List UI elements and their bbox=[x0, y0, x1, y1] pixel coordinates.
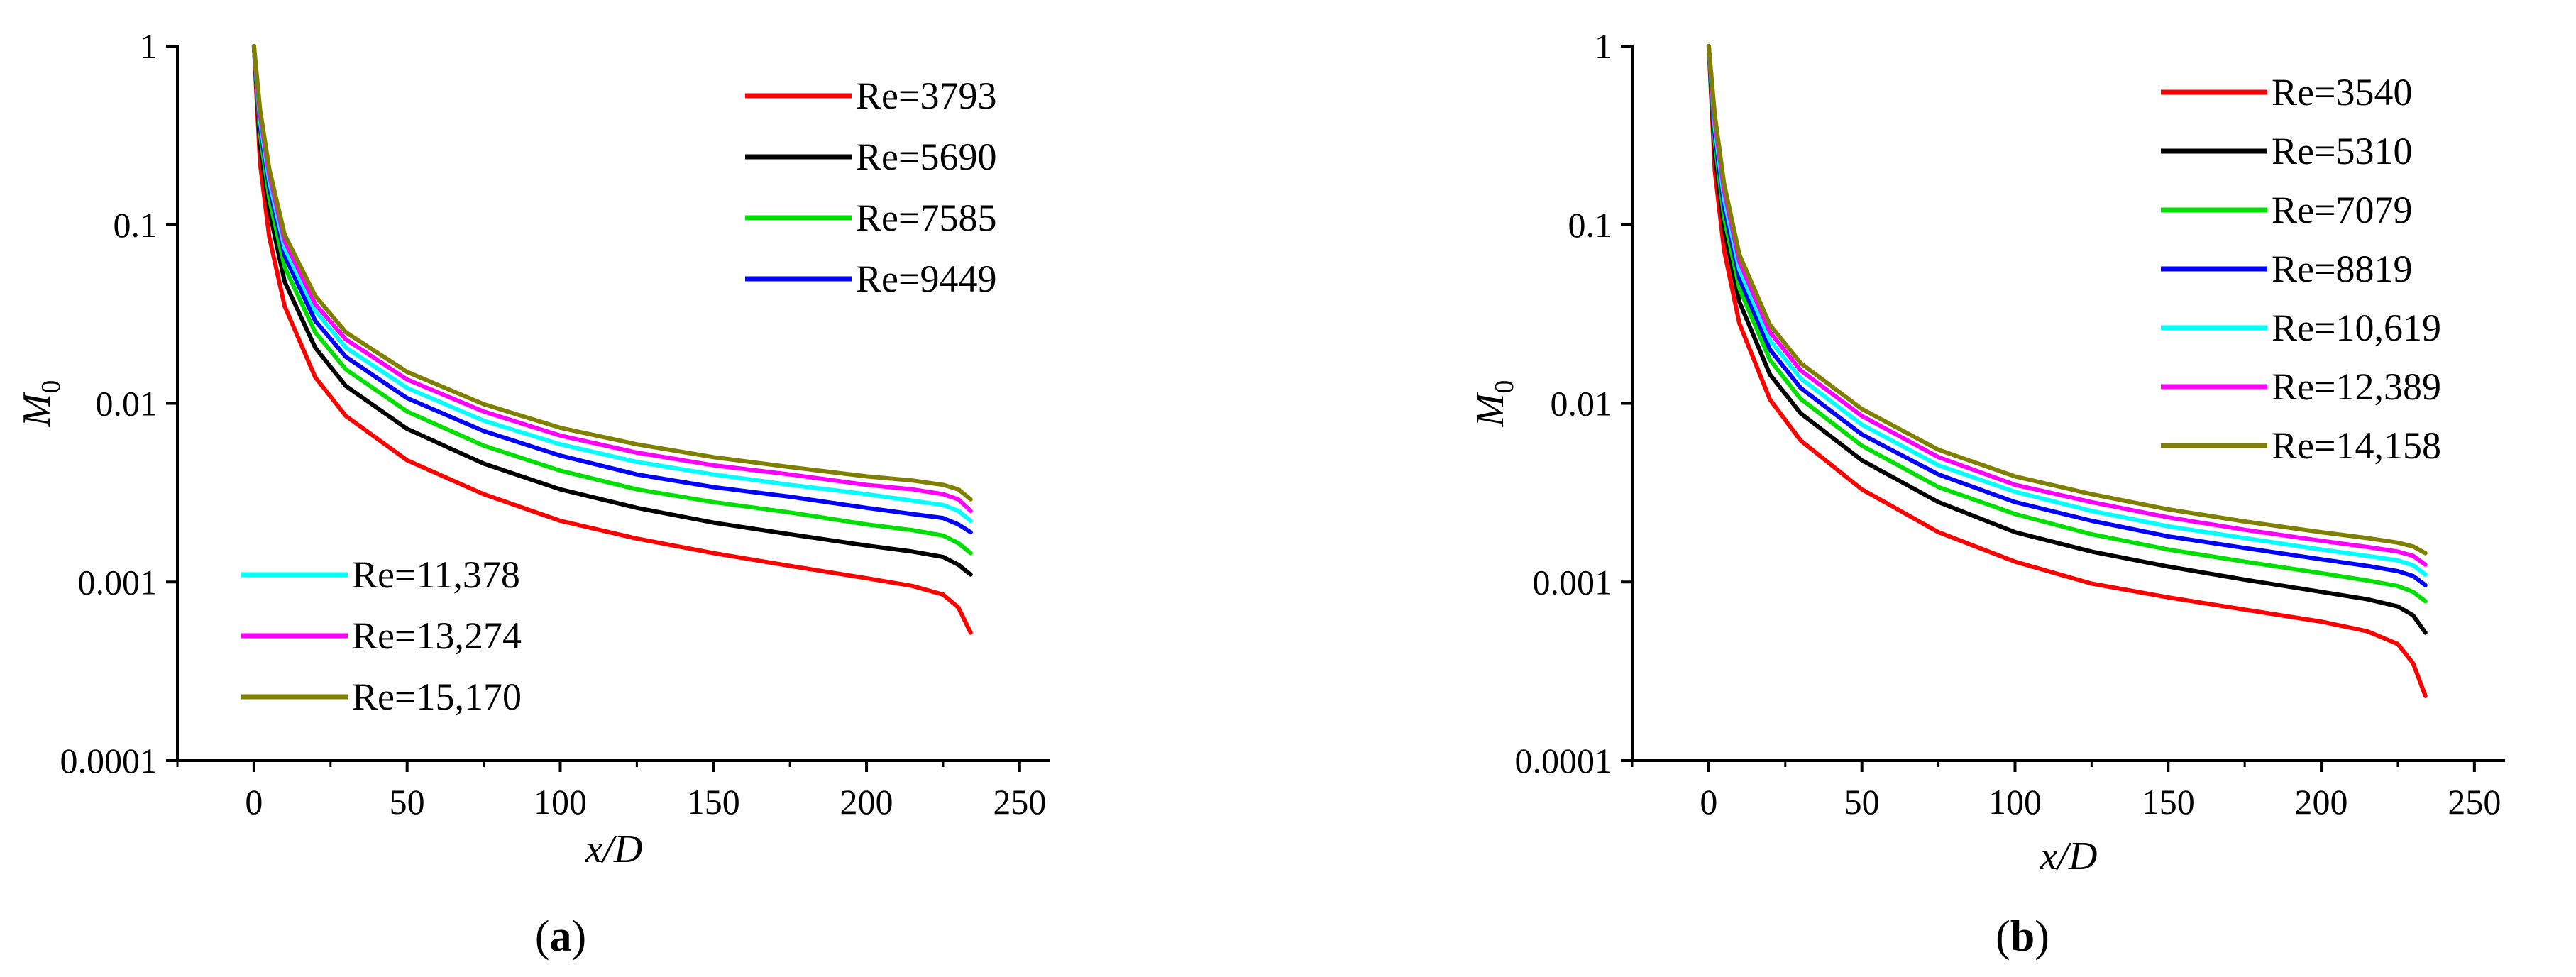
legend-item: Re=5690 bbox=[745, 136, 996, 178]
legend-label: Re=12,389 bbox=[2272, 365, 2441, 408]
legend-item: Re=14,158 bbox=[2161, 424, 2441, 467]
legend-label: Re=3540 bbox=[2272, 71, 2412, 114]
x-tick-label: 50 bbox=[390, 782, 425, 822]
y-axis-title-b: M0 bbox=[1468, 380, 1519, 428]
x-tick-label: 0 bbox=[1700, 782, 1717, 822]
y-tick-label: 0.0001 bbox=[1515, 741, 1613, 780]
legend-item: Re=7585 bbox=[745, 197, 996, 239]
y-axis-title-main-a: M bbox=[15, 391, 59, 427]
series-line-re15170 bbox=[251, 44, 973, 502]
legend-item: Re=15,170 bbox=[241, 675, 522, 718]
legend-label: Re=5690 bbox=[856, 136, 996, 178]
y-tick-label: 0.001 bbox=[78, 562, 158, 602]
series-lines-b bbox=[1706, 44, 2428, 698]
legend-label: Re=7585 bbox=[856, 197, 996, 239]
y-tick-label: 0.0001 bbox=[60, 741, 158, 780]
series-line-re3540 bbox=[1706, 44, 2428, 698]
legend-item: Re=8819 bbox=[2161, 248, 2412, 290]
x-axis-title-b: x/D bbox=[2040, 834, 2098, 878]
legend-label: Re=8819 bbox=[2272, 248, 2412, 290]
series-line-re5310 bbox=[1706, 44, 2428, 635]
y-tick-label: 0.001 bbox=[1533, 562, 1613, 602]
panel-label-b: (b) bbox=[1996, 912, 2049, 961]
chart-panel-a: 0 50 100 150 200 250 0.0001 0.001 0.01 0.1 1 x/D M… bbox=[15, 26, 1050, 961]
panel-letter-b: b bbox=[2010, 912, 2035, 961]
x-tick-label: 50 bbox=[1844, 782, 1880, 822]
x-tick-label: 100 bbox=[534, 782, 587, 822]
y-tick-label: 0.1 bbox=[1568, 205, 1613, 245]
x-tick-label: 100 bbox=[1988, 782, 2042, 822]
legend-item: Re=3793 bbox=[745, 74, 996, 117]
legend-label: Re=11,378 bbox=[352, 553, 520, 596]
series-line-re14158 bbox=[1706, 44, 2428, 556]
chart-panel-b: 0 50 100 150 200 250 0.0001 0.001 0.01 0.1 1 x/D M… bbox=[1468, 26, 2505, 961]
y-tick-label: 0.01 bbox=[1551, 384, 1613, 424]
legend-a: Re=3793 Re=5690 Re=7585 Re=9449 Re=11,378 Re=… bbox=[241, 74, 996, 718]
legend-label: Re=15,170 bbox=[352, 675, 522, 718]
series-line-re7585 bbox=[251, 44, 973, 556]
x-tick-label: 0 bbox=[245, 782, 263, 822]
x-axis-title-a: x/D bbox=[585, 827, 643, 871]
y-tick-label: 1 bbox=[140, 26, 158, 66]
x-tick-label: 150 bbox=[687, 782, 740, 822]
y-tick-label: 0.1 bbox=[114, 205, 158, 245]
legend-label: Re=7079 bbox=[2272, 189, 2412, 231]
y-axis-title-main-b: M bbox=[1468, 391, 1512, 427]
legend-label: Re=14,158 bbox=[2272, 424, 2441, 467]
legend-item: Re=7079 bbox=[2161, 189, 2412, 231]
legend-item: Re=10,619 bbox=[2161, 307, 2441, 349]
legend-label: Re=5310 bbox=[2272, 130, 2412, 172]
legend-item: Re=9449 bbox=[745, 258, 996, 300]
legend-b: Re=3540 Re=5310 Re=7079 Re=8819 Re=10,619 Re=… bbox=[2161, 71, 2441, 467]
y-tick-label: 0.01 bbox=[96, 384, 158, 424]
legend-item: Re=5310 bbox=[2161, 130, 2412, 172]
legend-item: Re=11,378 bbox=[241, 553, 520, 596]
panel-label-a: (a) bbox=[535, 912, 586, 961]
x-tick-label: 250 bbox=[993, 782, 1046, 822]
y-tick-label: 1 bbox=[1595, 26, 1612, 66]
legend-label: Re=10,619 bbox=[2272, 307, 2441, 349]
legend-item: Re=12,389 bbox=[2161, 365, 2441, 408]
legend-item: Re=3540 bbox=[2161, 71, 2412, 114]
x-tick-label: 200 bbox=[840, 782, 893, 822]
x-tick-label: 200 bbox=[2295, 782, 2348, 822]
y-axis-title-a: M0 bbox=[15, 380, 66, 428]
y-axis-title-subscript-b: 0 bbox=[1490, 380, 1519, 394]
legend-item: Re=13,274 bbox=[241, 614, 522, 657]
series-line-re3793 bbox=[251, 44, 973, 635]
x-tick-label: 150 bbox=[2142, 782, 2195, 822]
legend-label: Re=13,274 bbox=[352, 614, 522, 657]
y-axis-title-subscript-a: 0 bbox=[36, 380, 66, 394]
ticks-a: 0 50 100 150 200 250 0.0001 0.001 0.01 0.1 1 bbox=[60, 26, 1047, 822]
series-lines-a bbox=[251, 44, 973, 635]
series-line-re5690 bbox=[251, 44, 973, 577]
legend-label: Re=9449 bbox=[856, 258, 996, 300]
x-tick-label: 250 bbox=[2448, 782, 2501, 822]
panel-letter-a: a bbox=[550, 912, 572, 961]
ticks-b: 0 50 100 150 200 250 0.0001 0.001 0.01 0.1 1 bbox=[1515, 26, 2501, 822]
legend-label: Re=3793 bbox=[856, 74, 996, 117]
